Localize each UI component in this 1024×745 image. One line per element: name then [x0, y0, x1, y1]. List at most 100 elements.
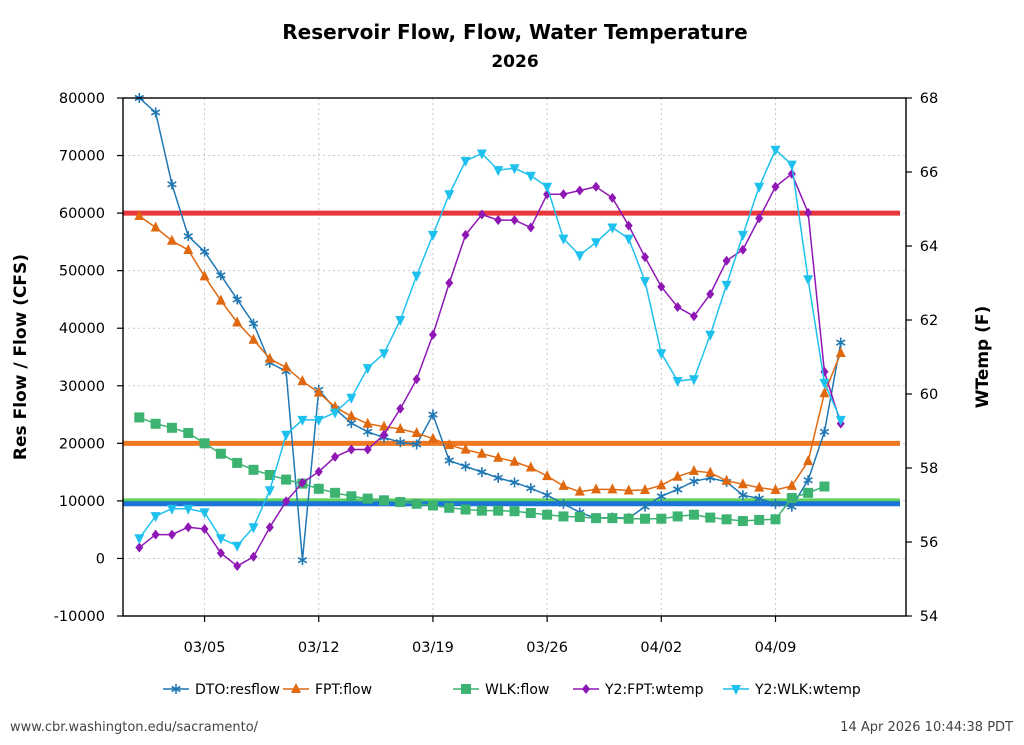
data-point [804, 207, 813, 218]
data-point [770, 514, 781, 525]
y-tick-label: 10000 [59, 494, 105, 510]
legend-marker [461, 684, 471, 694]
data-point [411, 439, 422, 450]
series-layer [134, 93, 846, 572]
legend-label: Y2:FPT:wtemp [604, 682, 704, 698]
data-point [786, 493, 797, 504]
data-point-stroke [836, 339, 846, 346]
data-point [379, 349, 389, 360]
data-point [558, 479, 569, 490]
data-point [803, 455, 814, 466]
data-point [313, 415, 324, 426]
footer-timestamp: 14 Apr 2026 10:44:38 PDT [840, 720, 1013, 735]
data-point [395, 437, 406, 448]
data-point [134, 412, 145, 423]
data-point [624, 220, 633, 231]
data-point [199, 270, 210, 281]
data-point-stroke [787, 503, 797, 510]
data-point-stroke [216, 272, 226, 279]
data-point-stroke [526, 485, 536, 492]
y-tick-label: 20000 [59, 436, 105, 452]
data-point [427, 432, 438, 443]
data-point [542, 509, 553, 520]
data-point-stroke [460, 463, 471, 470]
data-point [509, 164, 520, 175]
y-tick-label: 70000 [59, 149, 105, 165]
legend-label: FPT:flow [315, 682, 372, 698]
data-point-stroke [395, 438, 406, 446]
data-point-stroke [640, 503, 650, 510]
data-point [787, 501, 797, 512]
data-point [656, 513, 667, 524]
data-point [493, 505, 504, 516]
data-point [819, 387, 830, 398]
data-point [134, 534, 145, 545]
data-point [347, 444, 356, 455]
y-tick-label: 60000 [59, 206, 105, 222]
data-point [494, 215, 503, 226]
data-point [673, 302, 682, 313]
data-point [525, 507, 536, 518]
data-point-stroke [444, 457, 454, 464]
legend-label: WLK:flow [485, 682, 549, 698]
data-point [607, 513, 618, 524]
data-point-stroke [183, 232, 193, 240]
data-point [298, 477, 307, 488]
data-point [574, 512, 585, 523]
data-point [623, 513, 634, 524]
data-point [688, 375, 699, 386]
data-point [460, 504, 471, 515]
data-point [721, 280, 732, 291]
data-point [380, 429, 388, 440]
data-point [135, 542, 144, 553]
data-point [476, 149, 487, 160]
y-tick-label: 0 [96, 551, 105, 567]
legend-label: DTO:resflow [195, 682, 280, 698]
data-point [264, 469, 275, 480]
data-point [411, 271, 422, 282]
series-1 [134, 209, 846, 496]
data-point [151, 529, 160, 540]
data-point [362, 364, 373, 375]
data-point [574, 251, 585, 262]
data-point-stroke [738, 491, 748, 499]
x-tick-label: 03/26 [526, 640, 568, 656]
data-point-stroke [362, 428, 373, 436]
data-point [166, 422, 177, 433]
data-point [705, 330, 716, 341]
data-point [444, 455, 454, 466]
data-point [623, 484, 634, 495]
legend-item: WLK:flow [453, 682, 549, 698]
y-tick-label: 80000 [59, 91, 105, 107]
data-point [362, 426, 373, 437]
data-point [493, 451, 504, 462]
footer-url[interactable]: www.cbr.washington.edu/sacramento/ [10, 720, 259, 735]
data-point [672, 470, 683, 481]
data-point [672, 484, 683, 495]
legend-marker [291, 683, 301, 693]
data-point [297, 375, 308, 386]
data-point [477, 467, 487, 478]
data-point [574, 485, 585, 496]
data-point [592, 181, 601, 192]
data-point [427, 230, 438, 241]
data-point [183, 231, 193, 242]
legend-item: Y2:FPT:wtemp [573, 682, 704, 698]
y2-axis-label: WTemp (F) [973, 306, 993, 409]
x-tick-label: 04/02 [640, 640, 682, 656]
data-point [444, 439, 455, 450]
data-point [313, 386, 324, 397]
data-point-stroke [509, 479, 520, 486]
data-point [542, 470, 553, 481]
data-point [591, 483, 602, 494]
data-point [346, 393, 357, 404]
data-point-stroke [167, 181, 177, 188]
data-point [444, 190, 455, 201]
data-point-stroke [558, 500, 569, 507]
data-point [297, 555, 308, 566]
y2-tick-label: 58 [920, 461, 938, 477]
legend-item: FPT:flow [283, 682, 372, 698]
data-point [525, 171, 536, 182]
series-line [138, 148, 842, 547]
